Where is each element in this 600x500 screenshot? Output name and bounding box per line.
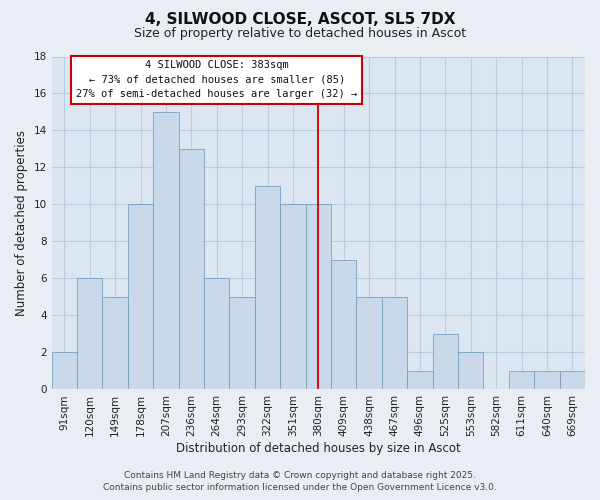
X-axis label: Distribution of detached houses by size in Ascot: Distribution of detached houses by size … (176, 442, 461, 455)
Bar (153, 112, 179, 390)
Text: Contains HM Land Registry data © Crown copyright and database right 2025.
Contai: Contains HM Land Registry data © Crown c… (103, 471, 497, 492)
Text: 4 SILWOOD CLOSE: 383sqm
← 73% of detached houses are smaller (85)
27% of semi-de: 4 SILWOOD CLOSE: 383sqm ← 73% of detache… (76, 60, 358, 99)
Bar (331, 260, 356, 390)
Bar (509, 371, 534, 390)
Bar (560, 371, 585, 390)
Bar (255, 186, 280, 390)
Bar (458, 352, 484, 390)
Bar (382, 297, 407, 390)
Text: Size of property relative to detached houses in Ascot: Size of property relative to detached ho… (134, 28, 466, 40)
Bar (407, 371, 433, 390)
Bar (356, 297, 382, 390)
Bar (280, 204, 305, 390)
Bar (433, 334, 458, 390)
Bar (52, 352, 77, 390)
Bar (204, 278, 229, 390)
Bar (128, 204, 153, 390)
Bar (305, 204, 331, 390)
Bar (77, 278, 103, 390)
Y-axis label: Number of detached properties: Number of detached properties (15, 130, 28, 316)
Bar (103, 297, 128, 390)
Bar (229, 297, 255, 390)
Text: 4, SILWOOD CLOSE, ASCOT, SL5 7DX: 4, SILWOOD CLOSE, ASCOT, SL5 7DX (145, 12, 455, 28)
Bar (534, 371, 560, 390)
Bar (179, 149, 204, 390)
